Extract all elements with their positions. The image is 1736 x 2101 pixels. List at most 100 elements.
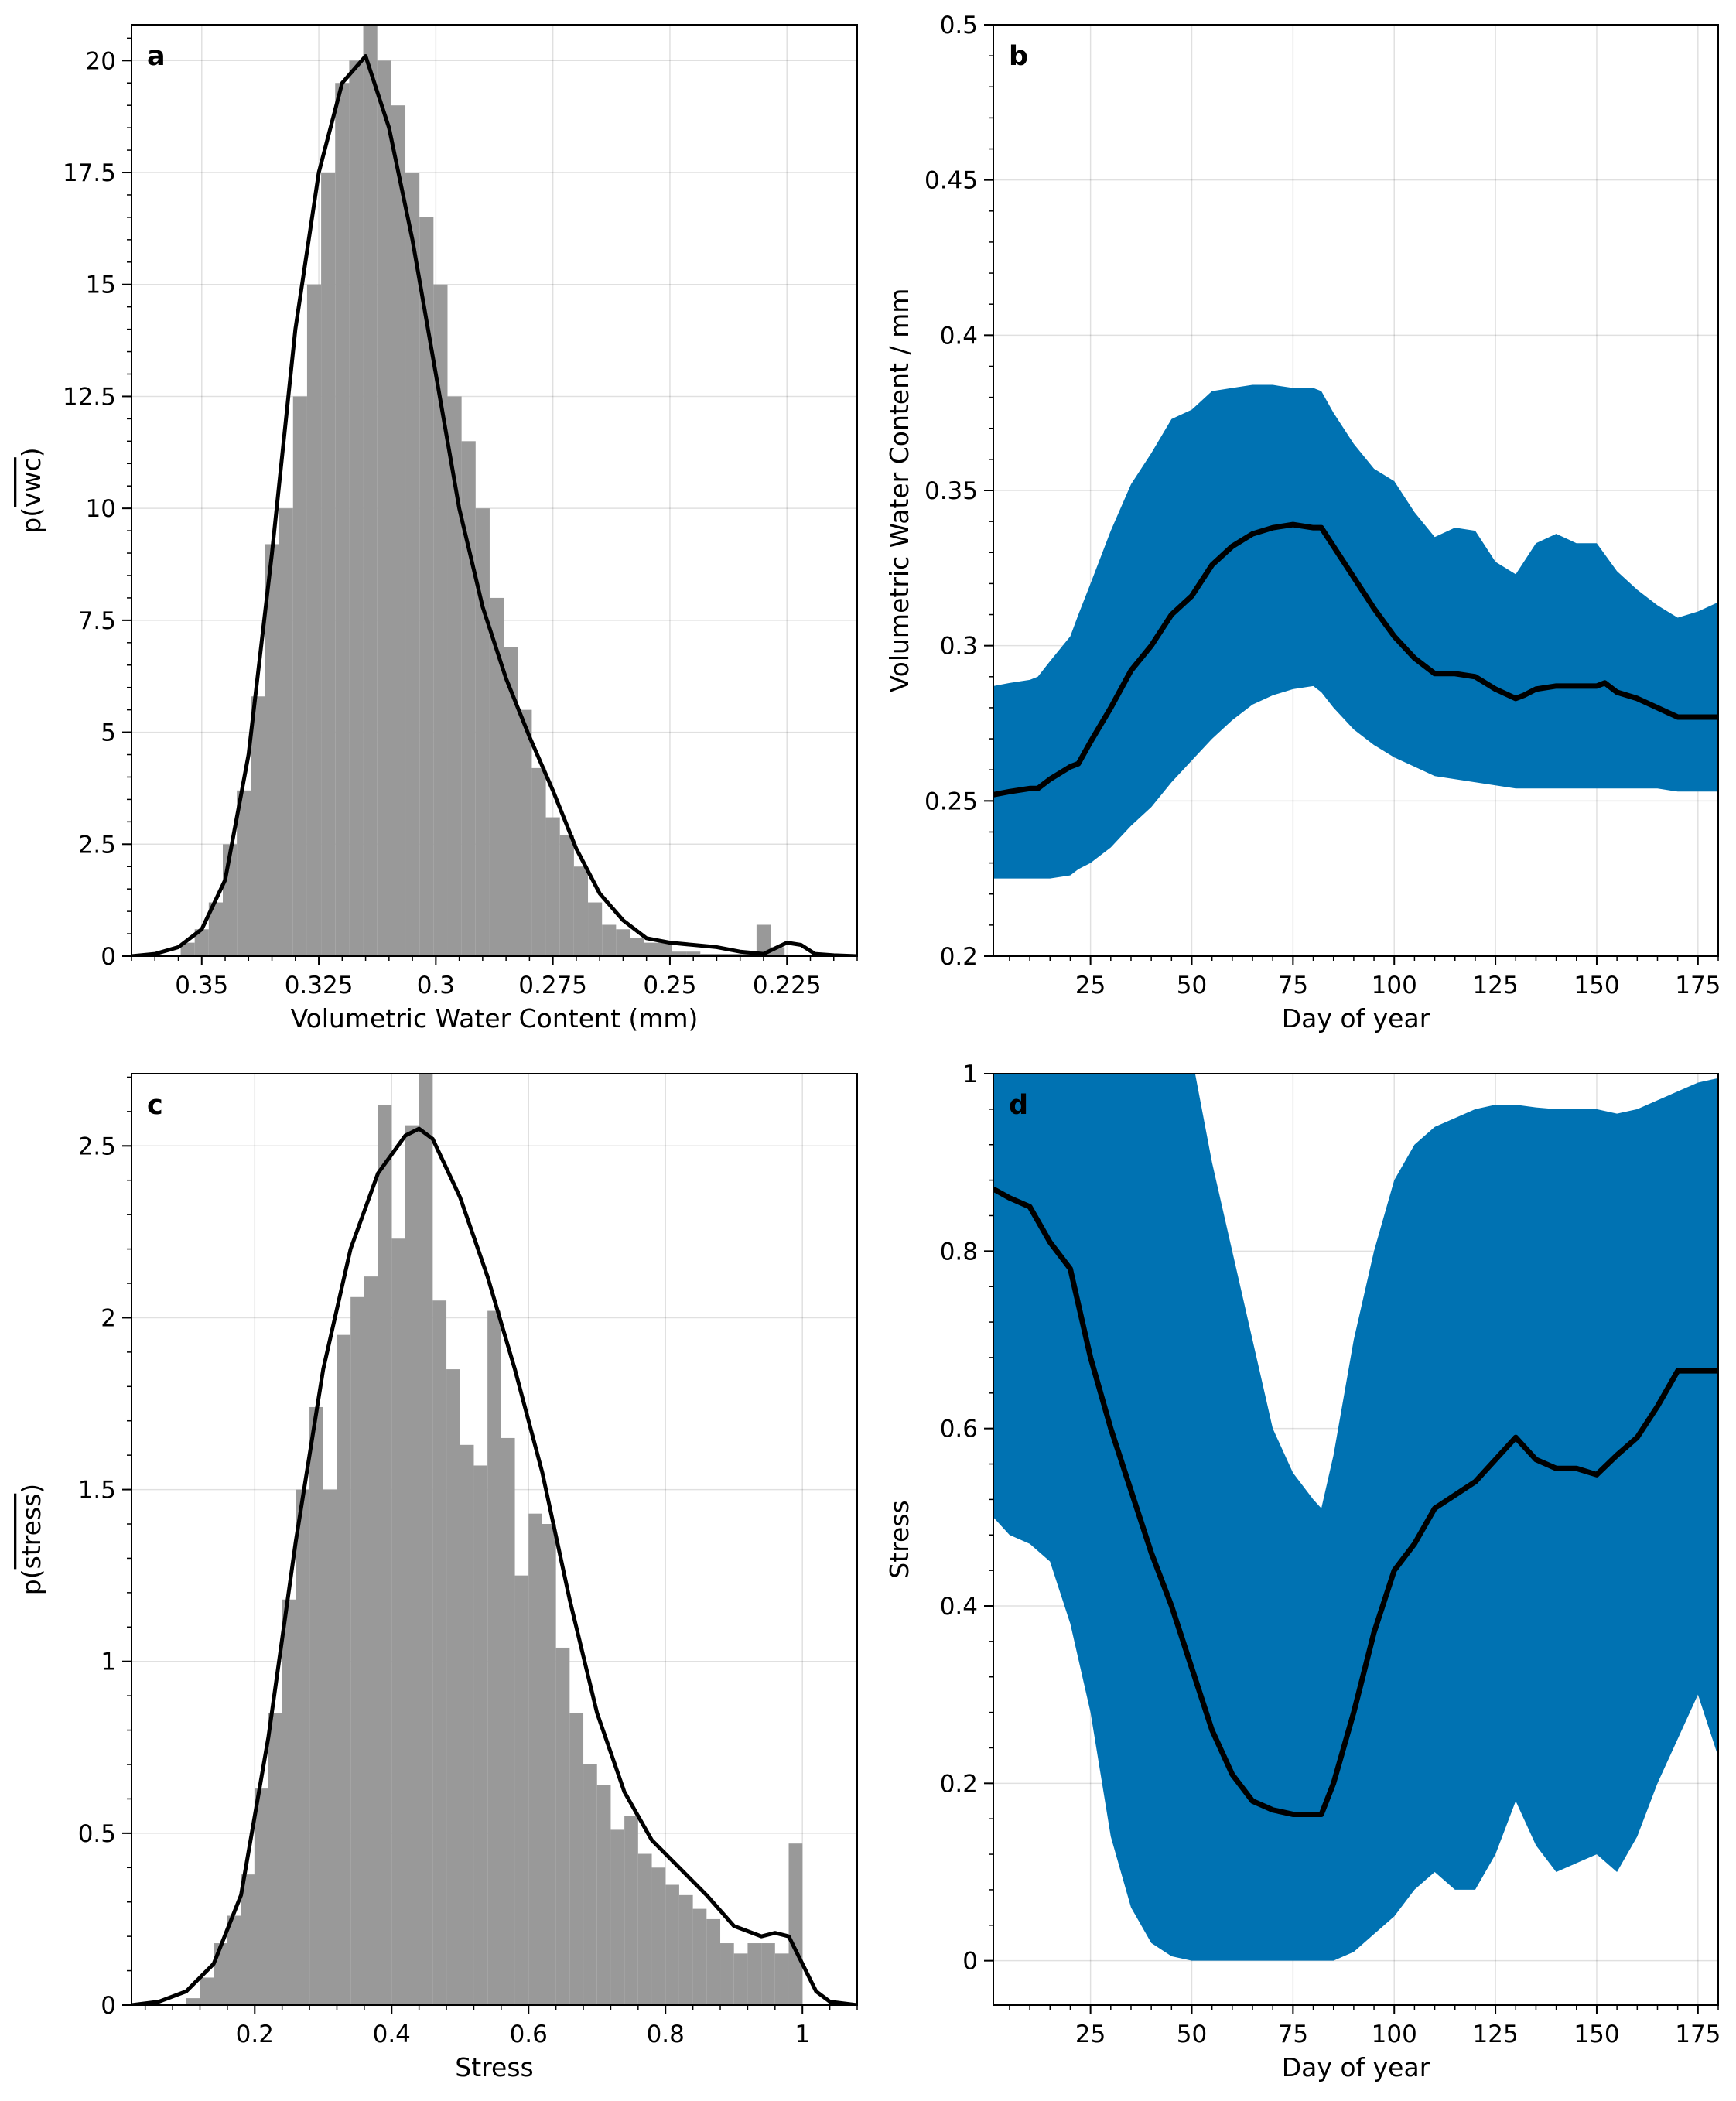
histogram-bar	[624, 1816, 638, 2005]
histogram-bar	[610, 1829, 625, 2005]
x-tick-label: 0.4	[373, 2021, 411, 2048]
x-tick-label: 100	[1372, 972, 1417, 999]
histogram-bar	[292, 396, 307, 956]
histogram-bar	[596, 1785, 611, 2005]
histogram-bar	[761, 1943, 775, 2005]
x-axis-title: Volumetric Water Content (mm)	[291, 1003, 699, 1033]
histogram-bar	[255, 1788, 268, 2005]
axes-frame	[131, 24, 858, 957]
histogram-bar	[200, 1977, 214, 2005]
histogram-bar	[602, 924, 617, 956]
histogram-bar	[432, 1300, 447, 2005]
y-axis-title-overline: stress	[16, 1494, 46, 1570]
histogram-bar	[489, 597, 504, 956]
histogram-bars	[186, 1074, 803, 2005]
histogram-bar	[583, 1764, 597, 2005]
histogram-bar	[363, 25, 378, 956]
x-tick-label: 0.35	[175, 972, 228, 999]
y-tick-label: 0.4	[940, 1593, 978, 1621]
histogram-bar	[788, 1843, 803, 2005]
y-axis: 0.2 0.25 0.3 0.35 0.4 0.45 0.5	[924, 12, 993, 971]
histogram-bar	[446, 1369, 460, 2005]
y-tick-label: 0.5	[940, 12, 978, 39]
histogram-bar	[742, 954, 757, 956]
histogram-bar	[747, 1943, 762, 2005]
y-tick-label: 0.2	[940, 943, 978, 971]
histogram-bar	[391, 1238, 405, 2005]
histogram-bar	[774, 1953, 789, 2005]
y-tick-label: 0.45	[924, 167, 978, 195]
histogram-bar	[644, 942, 658, 956]
y-axis-title-overline: vwc	[16, 457, 46, 507]
x-tick-label: 0.25	[643, 972, 696, 999]
histogram-bar	[461, 441, 476, 956]
y-tick-label: 20	[86, 47, 116, 75]
axes-frame	[993, 1073, 1719, 2006]
histogram-bar	[672, 951, 687, 956]
histogram-bar	[419, 217, 434, 956]
x-tick-label: 25	[1075, 2021, 1106, 2048]
histogram-bar	[475, 508, 490, 956]
x-tick-label: 0.6	[510, 2021, 548, 2048]
y-tick-label: 12.5	[63, 383, 116, 411]
histogram-bar	[542, 1524, 556, 2005]
histogram-bar	[251, 696, 265, 956]
x-tick-label: 75	[1278, 2021, 1308, 2048]
y-tick-label: 15	[86, 272, 116, 299]
x-tick-label: 50	[1177, 2021, 1207, 2048]
histogram-bar	[573, 866, 589, 956]
histogram-bar	[514, 1575, 529, 2005]
panel-label: c	[147, 1090, 163, 1121]
histogram-bar	[504, 647, 518, 956]
x-tick-label: 0.2	[236, 2021, 274, 2048]
histogram-bar	[630, 938, 644, 956]
x-tick-label: 150	[1574, 2021, 1619, 2048]
y-tick-label: 0.5	[78, 1820, 116, 1848]
x-axis: 0.35 0.325 0.3 0.275 0.25 0.225	[131, 956, 858, 999]
y-tick-label: 0	[101, 1992, 116, 2020]
histogram-bar	[337, 1334, 351, 2005]
histogram-bar	[487, 1310, 501, 2005]
histogram-bar	[405, 1125, 419, 2005]
histogram-bar	[279, 508, 293, 956]
x-tick-label: 0.3	[417, 972, 455, 999]
uncertainty-band	[993, 384, 1718, 879]
y-axis: 0 0.5 1 1.5 2 2.5	[78, 1076, 132, 2020]
uncertainty-band	[993, 1074, 1718, 1961]
x-tick-label: 1	[795, 2021, 810, 2048]
histogram-bar	[555, 1647, 570, 2005]
histogram-bar	[335, 83, 350, 956]
histogram-bar	[227, 1915, 241, 2005]
panel-label: b	[1009, 41, 1028, 72]
y-tick-label: 1.5	[78, 1477, 116, 1505]
histogram-bar	[700, 954, 715, 956]
histogram-bar	[268, 1713, 282, 2005]
histogram-bar	[377, 60, 391, 956]
x-axis: 25 50 75 100 125 150 175	[1009, 2005, 1721, 2048]
x-axis-title: Day of year	[1282, 1003, 1430, 1033]
histogram-bar	[728, 954, 743, 956]
histogram-bar	[433, 284, 448, 956]
histogram-bar	[241, 1874, 255, 2005]
x-tick-label: 75	[1278, 972, 1308, 999]
kde-curve	[132, 54, 857, 956]
histogram-bar	[733, 1953, 748, 2005]
histogram-bar	[559, 835, 574, 956]
x-tick-label: 175	[1675, 2021, 1721, 2048]
histogram-bar	[309, 1406, 323, 2005]
histogram-bar	[756, 924, 771, 956]
x-tick-label: 100	[1372, 2021, 1417, 2048]
histogram-bar	[378, 1104, 392, 2005]
histogram-bar	[686, 951, 701, 956]
y-tick-label: 5	[101, 719, 116, 747]
y-tick-label: 2.5	[78, 831, 116, 859]
panel-b-vwc-timeseries: 25 50 75 100 125 150 1750.20.250.30.350.40.450…	[884, 12, 1721, 1033]
y-tick-label: 1	[962, 1061, 978, 1088]
y-axis-title: Volumetric Water Content / mm	[884, 289, 914, 693]
histogram-bar	[528, 1513, 542, 2005]
y-tick-label: 17.5	[63, 159, 116, 187]
histogram-bar	[214, 1943, 227, 2005]
x-axis-title: Day of year	[1282, 2052, 1430, 2082]
histogram-bar	[771, 947, 785, 956]
y-tick-label: 0.3	[940, 633, 978, 661]
